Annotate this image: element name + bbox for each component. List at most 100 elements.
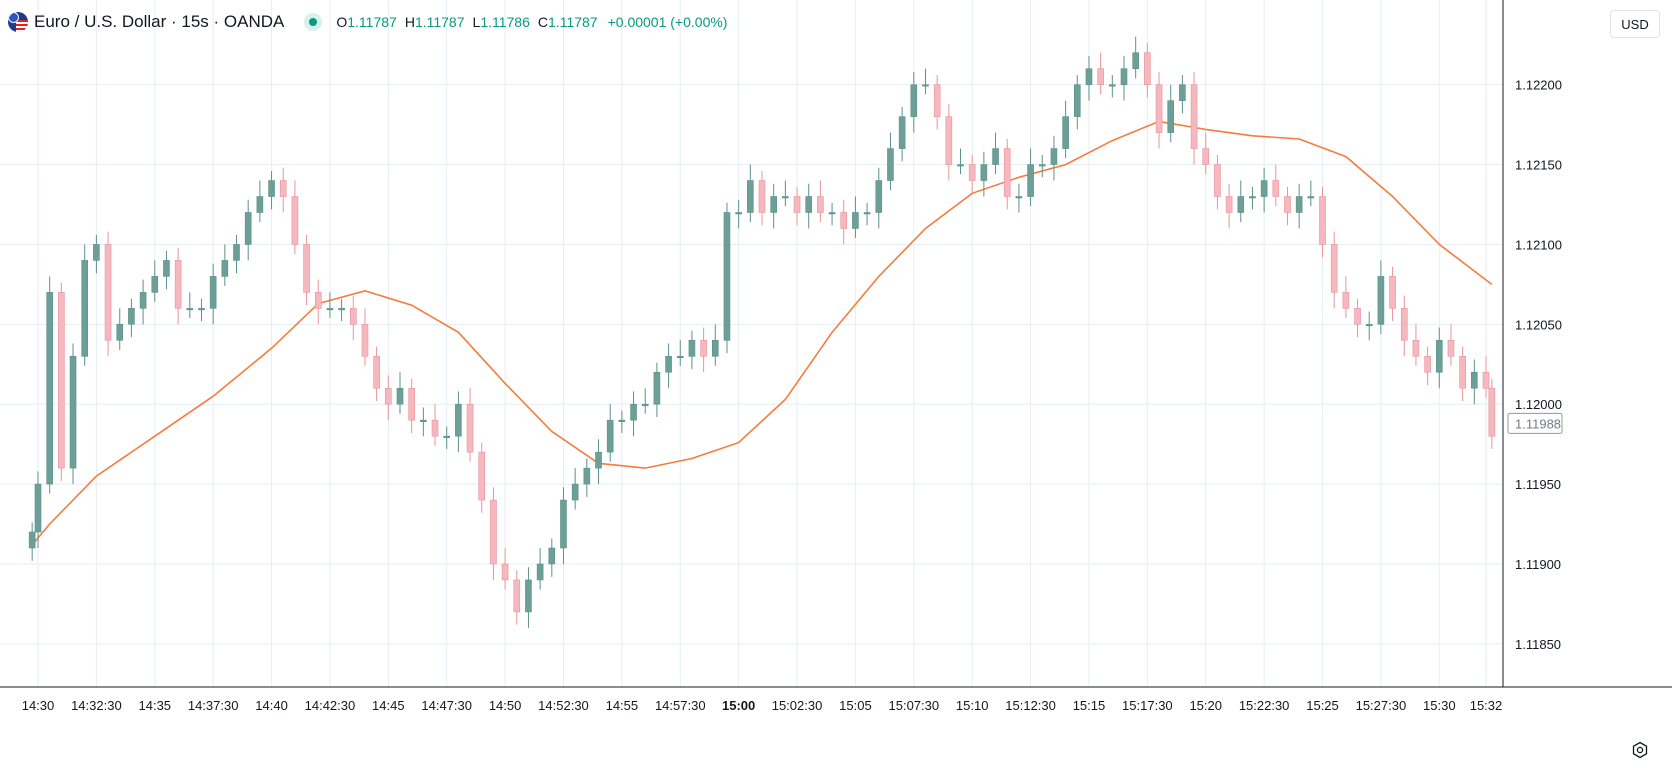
candle-body — [291, 196, 299, 245]
candle-body — [676, 355, 684, 359]
candle-up — [198, 298, 205, 322]
currency-button[interactable]: USD — [1610, 10, 1660, 38]
candle-body — [1295, 196, 1303, 213]
candle-body — [431, 419, 439, 437]
candle-body — [758, 180, 766, 213]
candle-up — [618, 410, 626, 433]
candle-down — [1354, 298, 1361, 338]
candle-body — [840, 212, 848, 229]
candle-down — [758, 170, 766, 226]
candle-up — [525, 567, 532, 628]
candle-body — [863, 212, 871, 215]
candle-body — [618, 419, 626, 422]
candle-body — [34, 483, 42, 533]
symbol-title[interactable]: Euro / U.S. Dollar · 15s · OANDA — [34, 12, 285, 31]
candle-body — [583, 467, 591, 485]
candle-down — [1488, 378, 1496, 449]
candle-body — [513, 579, 521, 613]
candle-up — [583, 458, 591, 497]
candle-body — [1260, 180, 1268, 197]
candle-up — [1365, 311, 1373, 341]
candle-up — [128, 298, 135, 338]
candle-up — [443, 426, 451, 449]
candle-up — [268, 170, 275, 210]
candle-body — [361, 324, 369, 357]
candle-down — [291, 180, 299, 255]
ohlc-close: C1.11787 — [537, 14, 598, 30]
candle-down — [840, 199, 848, 245]
x-tick-label: 14:35 — [139, 698, 172, 713]
y-tick-label: 1.12050 — [1515, 317, 1562, 332]
x-tick-label: 15:05 — [839, 698, 872, 713]
market-status-dot-icon[interactable] — [304, 13, 323, 31]
x-tick-label: 15:00 — [722, 698, 755, 713]
candle-down — [385, 375, 392, 421]
x-tick-label: 14:52:30 — [538, 698, 589, 713]
candle-up — [980, 151, 988, 197]
candle-up — [992, 132, 999, 175]
candle-down — [513, 570, 521, 625]
candle-body — [1272, 180, 1280, 197]
candle-down — [1272, 164, 1280, 207]
candle-up — [688, 330, 696, 370]
x-tick-label: 14:57:30 — [655, 698, 706, 713]
candle-body — [46, 292, 53, 485]
last-price-label: 1.11988 — [1507, 412, 1563, 434]
candle-body — [910, 84, 918, 117]
candle-up — [1132, 36, 1139, 79]
candles-layer — [28, 36, 1496, 628]
candle-body — [209, 276, 217, 309]
candle-down — [1284, 186, 1291, 226]
candle-down — [817, 180, 824, 223]
x-tick-label: 15:22:30 — [1239, 698, 1290, 713]
candle-body — [1003, 148, 1011, 197]
candle-down — [1424, 346, 1431, 386]
candle-body — [922, 84, 929, 87]
candle-body — [163, 260, 170, 277]
candle-body — [385, 387, 392, 405]
settings-icon[interactable] — [1628, 738, 1652, 762]
candle-body — [525, 579, 532, 613]
candle-up — [747, 164, 754, 223]
candle-down — [1225, 183, 1233, 229]
x-tick-label: 15:32 — [1470, 698, 1503, 713]
candle-down — [349, 295, 357, 341]
candle-up — [186, 292, 194, 318]
candle-body — [186, 308, 194, 311]
candle-down — [1447, 324, 1455, 366]
eurusd-flag-icon — [8, 12, 28, 32]
candle-body — [1307, 196, 1315, 199]
candle-down — [408, 378, 415, 433]
candle-down — [1319, 186, 1326, 258]
x-tick-label: 14:47:30 — [421, 698, 472, 713]
candle-body — [852, 212, 859, 229]
candle-down — [478, 442, 486, 513]
candle-down — [1342, 276, 1350, 318]
candle-body — [408, 387, 415, 421]
candle-body — [1365, 324, 1373, 327]
candle-down — [104, 231, 112, 357]
candle-body — [641, 403, 649, 407]
candle-up — [151, 260, 159, 302]
candle-up — [1237, 180, 1245, 223]
candle-body — [1167, 100, 1175, 133]
candle-body — [1062, 116, 1069, 149]
candle-body — [1482, 371, 1490, 389]
chart-legend: Euro / U.S. Dollar · 15s · OANDA O1.1178… — [8, 10, 727, 34]
candle-body — [1120, 68, 1128, 85]
candle-up — [595, 439, 602, 485]
moving-average-line — [31, 120, 1493, 546]
candle-up — [1377, 260, 1385, 334]
x-tick-label: 15:10 — [956, 698, 989, 713]
candle-up — [455, 391, 462, 453]
candle-up — [1179, 75, 1186, 114]
candle-up — [1085, 55, 1093, 101]
y-tick-label: 1.11950 — [1515, 477, 1561, 492]
candle-down — [700, 327, 707, 373]
candle-down — [1389, 266, 1396, 322]
candle-down — [1459, 346, 1466, 402]
candle-body — [688, 340, 696, 357]
candle-body — [1085, 68, 1093, 85]
candle-up — [116, 308, 124, 350]
